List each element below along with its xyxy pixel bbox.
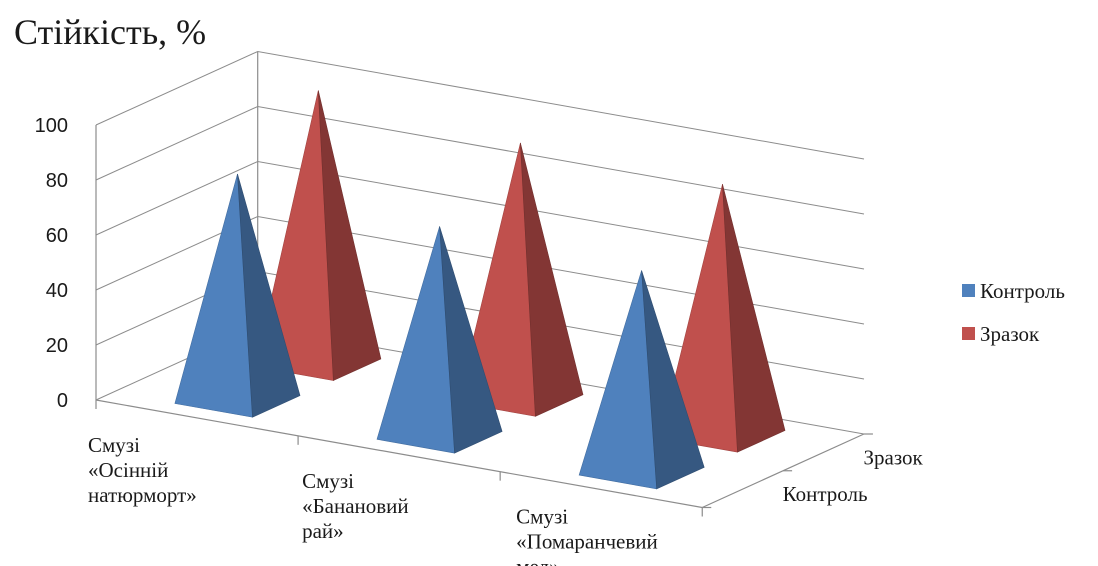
- x-category-label-line: Смузі: [88, 433, 140, 457]
- legend-label: Контроль: [980, 279, 1065, 303]
- x-category-label-line: Смузі: [516, 505, 568, 529]
- x-category-label-line: «Банановий: [302, 494, 409, 518]
- y-tick-label: 20: [46, 335, 68, 357]
- y-tick-label: 40: [46, 280, 68, 302]
- y-tick-label: 80: [46, 170, 68, 192]
- x-category-label-line: рай»: [302, 519, 344, 543]
- depth-axis-label: Контроль: [783, 482, 868, 506]
- gridline: [96, 162, 864, 270]
- x-category-label-line: Смузі: [302, 469, 354, 493]
- gridline: [96, 52, 864, 160]
- gridline: [96, 107, 864, 215]
- legend-swatch: [962, 327, 975, 340]
- depth-axis-label: Зразок: [864, 445, 924, 469]
- x-category-label-line: «Помаранчевий: [516, 530, 658, 554]
- y-tick-label: 60: [46, 225, 68, 247]
- legend-label: Зразок: [980, 322, 1040, 346]
- x-category-label: Смузі «Осінній натюрморт»: [88, 433, 197, 507]
- legend-swatch: [962, 284, 975, 297]
- chart-title: Стійкість, %: [14, 12, 206, 52]
- x-category-label-line: мед»: [516, 555, 560, 566]
- x-category-label-line: натюрморт»: [88, 483, 197, 507]
- x-category-label: Смузі«Помаранчевиймед»: [516, 505, 658, 566]
- x-category-label-line: «Осінній: [88, 458, 168, 482]
- y-tick-label: 100: [35, 115, 68, 137]
- legend: Контроль Зразок: [962, 279, 1065, 346]
- pyramid-series: [175, 91, 785, 489]
- y-tick-label: 0: [57, 390, 68, 412]
- x-category-label: Смузі «Банановий рай»: [302, 469, 409, 543]
